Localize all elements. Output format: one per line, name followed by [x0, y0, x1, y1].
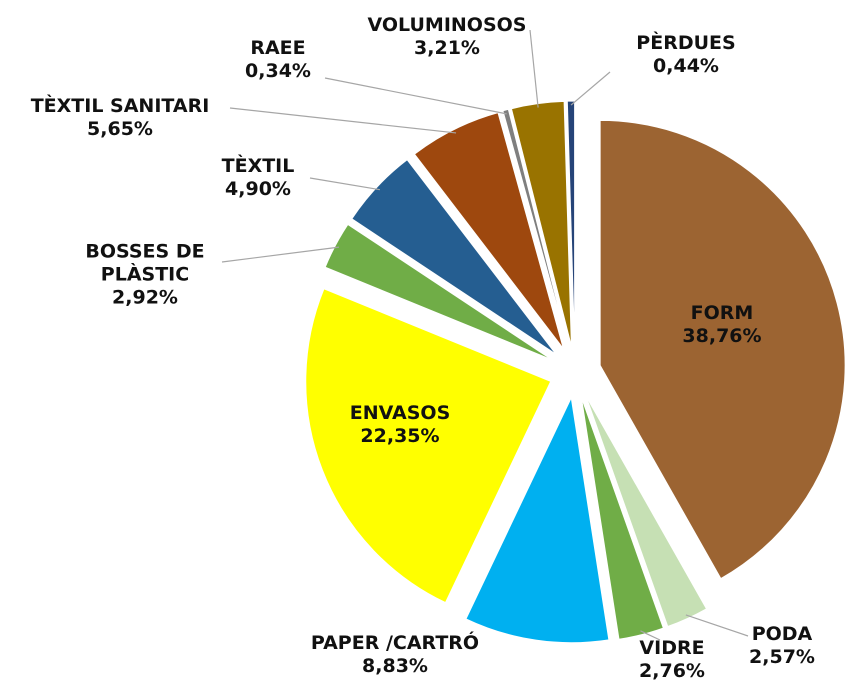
- slice-label: TÈXTIL 4,90%: [222, 155, 295, 201]
- slice-label: PÈRDUES 0,44%: [636, 32, 735, 78]
- pie-slice: [580, 397, 664, 640]
- pie-slice: [465, 396, 610, 644]
- category-name: PODA: [751, 623, 813, 645]
- slice-label: BOSSES DE PLÀSTIC 2,92%: [70, 241, 220, 310]
- value-label: 5,65%: [87, 118, 153, 140]
- leader-line: [229, 107, 457, 134]
- slice-label: VOLUMINOSOS 3,21%: [368, 14, 527, 60]
- category-name: RAEE: [250, 37, 306, 59]
- pie-slice: [566, 100, 576, 347]
- category-name: ENVASOS: [349, 402, 451, 424]
- leader-line: [529, 29, 539, 108]
- leader-line: [221, 246, 340, 263]
- value-label: 0,44%: [653, 55, 719, 77]
- value-label: 2,76%: [639, 660, 705, 682]
- value-label: 22,35%: [360, 425, 440, 447]
- pie-slice: [324, 223, 553, 361]
- slice-label: ENVASOS 22,35%: [350, 402, 451, 448]
- category-name: TÈXTIL: [221, 155, 295, 177]
- value-label: 38,76%: [682, 325, 762, 347]
- slice-label: PAPER /CARTRÓ 8,83%: [311, 632, 479, 678]
- slice-label: VIDRE 2,76%: [639, 637, 705, 683]
- value-label: 3,21%: [414, 37, 480, 59]
- pie-slice: [585, 395, 708, 628]
- category-name: PÈRDUES: [636, 32, 736, 54]
- slice-label: TÈXTIL SANITARI 5,65%: [31, 95, 210, 141]
- value-label: 4,90%: [225, 178, 291, 200]
- pie-slice: [351, 158, 557, 355]
- leader-line: [640, 630, 661, 641]
- slice-label: PODA 2,57%: [749, 623, 815, 669]
- leader-line: [324, 77, 507, 115]
- category-name: VIDRE: [639, 637, 705, 659]
- category-name: TÈXTIL SANITARI: [30, 95, 210, 117]
- slice-label: RAEE 0,34%: [245, 37, 311, 83]
- value-label: 2,92%: [112, 286, 178, 309]
- category-name: VOLUMINOSOS: [367, 14, 527, 36]
- leader-line: [309, 177, 381, 191]
- pie-slice: [599, 119, 846, 580]
- pie-slice: [305, 288, 552, 604]
- value-label: 2,57%: [749, 646, 815, 668]
- pie-slice: [502, 108, 569, 347]
- slice-label: FORM 38,76%: [682, 302, 761, 348]
- category-name: PAPER /CARTRÓ: [310, 632, 480, 654]
- category-name: FORM: [690, 302, 754, 324]
- leader-line: [570, 71, 611, 106]
- value-label: 0,34%: [245, 60, 311, 82]
- leader-line: [685, 614, 749, 637]
- value-label: 8,83%: [362, 655, 428, 677]
- category-name: BOSSES DE PLÀSTIC: [85, 240, 205, 286]
